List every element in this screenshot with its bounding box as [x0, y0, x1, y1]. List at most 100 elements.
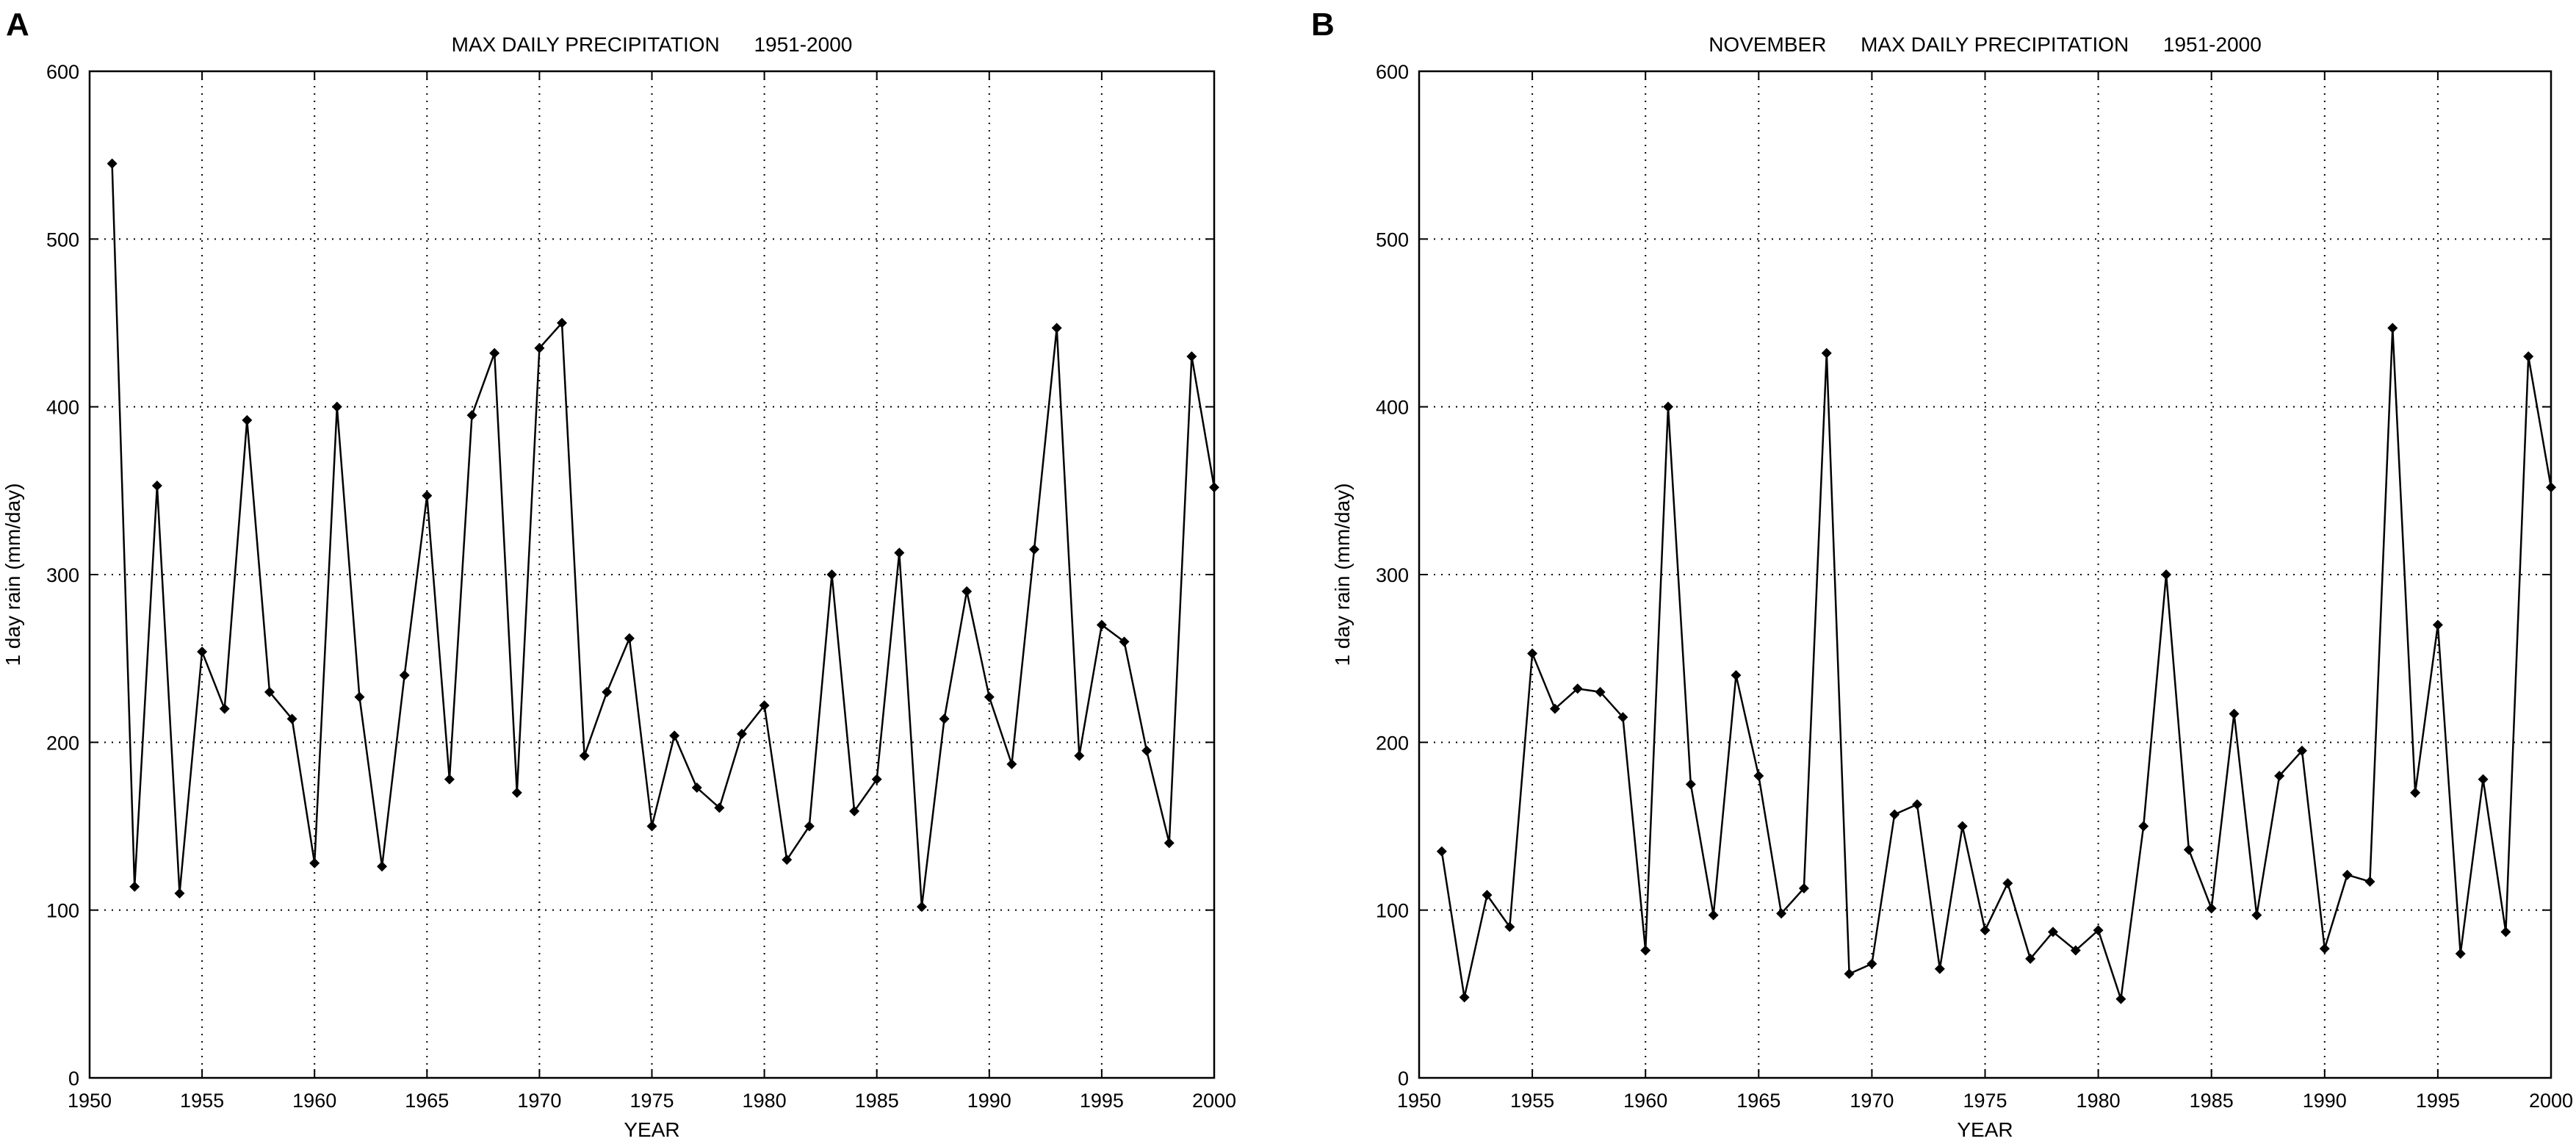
data-point [2070, 945, 2081, 956]
data-point [1572, 683, 1583, 694]
data-point [1731, 670, 1742, 680]
data-point [2274, 771, 2285, 781]
y-axis-label: 1 day rain (mm/day) [1, 483, 24, 666]
data-point [1776, 908, 1787, 919]
data-point [1798, 882, 1809, 893]
x-tick-label: 1995 [2416, 1090, 2460, 1112]
panel-letter: A [6, 7, 29, 43]
x-tick-label: 1955 [1510, 1090, 1554, 1112]
data-point [1821, 348, 1832, 359]
x-tick-label: 1985 [2190, 1090, 2234, 1112]
data-point [714, 802, 725, 813]
data-point [894, 547, 905, 558]
chart-title: MAX DAILY PRECIPITATION 1951-2000 [452, 33, 853, 56]
data-point [1436, 846, 1447, 857]
chart-title: NOVEMBER MAX DAILY PRECIPITATION 1951-20… [1709, 33, 2262, 56]
data-point [1119, 636, 1130, 647]
data-point [489, 348, 500, 359]
data-point [691, 782, 702, 793]
data-point [107, 158, 118, 169]
data-point [2251, 910, 2262, 921]
x-tick-label: 1990 [967, 1090, 1011, 1112]
y-tick-label: 400 [46, 397, 79, 419]
data-point [2093, 925, 2104, 936]
x-tick-label: 2000 [1192, 1090, 1236, 1112]
data-point [129, 881, 140, 892]
data-point [1459, 992, 1470, 1003]
data-point [2002, 878, 2013, 889]
data-point [1074, 750, 1085, 761]
data-point [579, 750, 590, 761]
data-point [2047, 927, 2058, 938]
x-tick-label: 1970 [517, 1090, 561, 1112]
data-point [1096, 619, 1107, 630]
data-point [534, 342, 545, 353]
data-point [331, 401, 342, 412]
x-axis-label: YEAR [624, 1118, 679, 1141]
data-point [1163, 838, 1175, 849]
data-point [2229, 708, 2240, 719]
data-point [1753, 771, 1764, 781]
data-point [354, 691, 365, 702]
data-point [962, 586, 973, 597]
y-tick-label: 300 [1376, 564, 1409, 586]
x-tick-label: 1980 [2077, 1090, 2121, 1112]
data-point [1504, 921, 1515, 932]
y-tick-label: 600 [1376, 61, 1409, 83]
data-point [2432, 619, 2443, 630]
data-point [1549, 703, 1560, 714]
data-point [2296, 745, 2307, 756]
x-tick-label: 1980 [743, 1090, 787, 1112]
data-point [1640, 945, 1651, 956]
data-point [2455, 949, 2466, 960]
data-point [2478, 774, 2489, 785]
x-tick-label: 1975 [629, 1090, 674, 1112]
data-point [151, 480, 162, 491]
x-tick-label: 2000 [2529, 1090, 2573, 1112]
data-point [2138, 821, 2149, 832]
y-tick-label: 200 [46, 732, 79, 754]
x-tick-label: 1960 [292, 1090, 336, 1112]
y-tick-label: 300 [46, 564, 79, 586]
data-point [2364, 876, 2375, 887]
data-point [1209, 482, 1219, 493]
data-point [1482, 890, 1493, 901]
data-point [1934, 963, 1945, 974]
y-tick-label: 500 [1376, 229, 1409, 251]
data-point [219, 703, 230, 714]
x-tick-label: 1950 [68, 1090, 112, 1112]
data-point [1527, 648, 1538, 659]
x-tick-label: 1965 [1736, 1090, 1781, 1112]
data-point [2206, 903, 2217, 914]
data-point [2500, 927, 2511, 938]
y-tick-label: 0 [68, 1068, 79, 1090]
data-point [242, 414, 253, 425]
data-point [871, 774, 882, 785]
data-point [849, 805, 860, 816]
data-point [782, 855, 793, 866]
data-point [1866, 958, 1877, 969]
data-point [1006, 759, 1017, 770]
data-point [804, 821, 815, 832]
x-tick-label: 1990 [2303, 1090, 2347, 1112]
data-point [1889, 809, 1900, 820]
data-point [466, 410, 477, 421]
x-tick-label: 1960 [1623, 1090, 1667, 1112]
y-tick-label: 100 [1376, 900, 1409, 922]
data-point [669, 730, 680, 741]
series-line [111, 163, 1216, 907]
data-point [2546, 482, 2556, 493]
data-point [1912, 799, 1923, 810]
data-point [377, 861, 388, 872]
data-point [602, 686, 613, 697]
data-point [624, 633, 635, 644]
data-point [2115, 993, 2126, 1004]
data-point [2025, 953, 2036, 964]
data-point [916, 902, 927, 913]
data-point [444, 774, 455, 785]
data-point [1051, 323, 1062, 334]
data-point [264, 686, 275, 697]
x-tick-label: 1970 [1850, 1090, 1894, 1112]
data-point [759, 700, 770, 711]
